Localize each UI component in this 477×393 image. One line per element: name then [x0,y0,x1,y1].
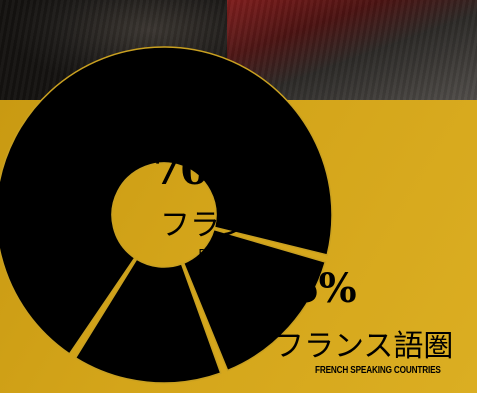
slice-other [182,228,327,372]
slice-france [0,46,333,355]
slice-percent-francophone: 15% [265,265,357,312]
slice-francophone [74,258,222,384]
slice-label-en-france: FRANCE [199,248,233,259]
slice-percent-france: 70% [153,146,247,194]
slice-label-en-francophone: FRENCH SPEAKING COUNTRIES [315,365,441,376]
background-photo [0,0,477,100]
slice-label-ja-francophone: フランス語圏 [274,329,454,364]
slice-label-ja-france: フランス [160,208,280,243]
